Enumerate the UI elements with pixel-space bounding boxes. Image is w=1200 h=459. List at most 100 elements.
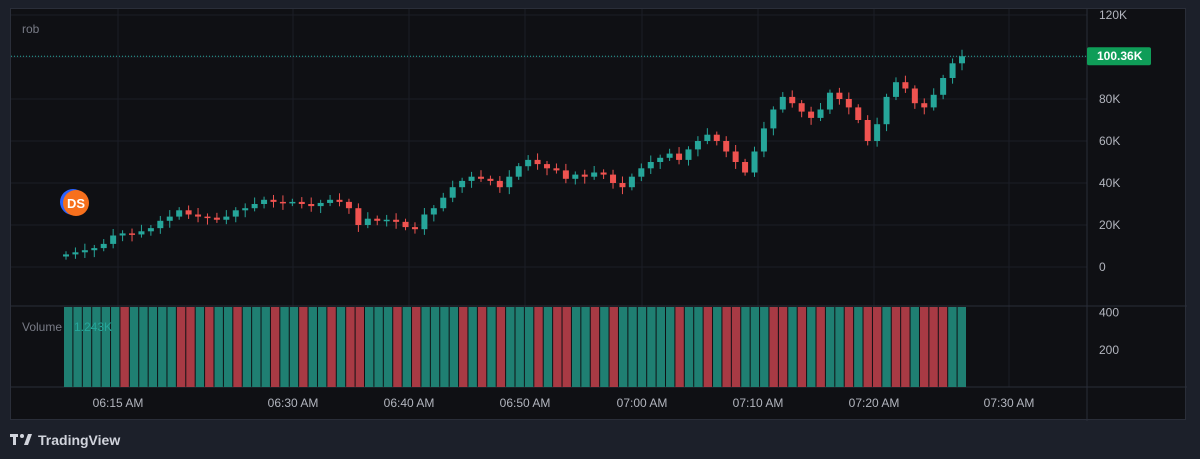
candle bbox=[204, 213, 211, 225]
volume-label: Volume bbox=[22, 320, 62, 334]
volume-bar bbox=[336, 307, 346, 387]
candle bbox=[581, 169, 588, 184]
candle bbox=[261, 196, 268, 209]
volume-bar bbox=[581, 307, 590, 387]
volume-series bbox=[64, 307, 966, 387]
volume-bar bbox=[891, 307, 901, 387]
candle bbox=[440, 192, 447, 212]
volume-bar bbox=[760, 307, 769, 387]
volume-bar bbox=[186, 307, 195, 387]
volume-bar bbox=[901, 307, 910, 387]
time-tick-label: 07:00 AM bbox=[617, 396, 668, 410]
candle bbox=[562, 163, 569, 184]
candle bbox=[798, 100, 805, 118]
candle bbox=[836, 87, 843, 105]
candle bbox=[336, 193, 343, 207]
candle bbox=[940, 74, 947, 100]
candle bbox=[308, 197, 315, 212]
volume-bar bbox=[750, 307, 760, 387]
volume-bar bbox=[713, 307, 722, 387]
volume-bar bbox=[346, 307, 355, 387]
candle bbox=[449, 180, 456, 203]
volume-tick-label: 400 bbox=[1099, 306, 1119, 320]
volume-bar bbox=[148, 307, 158, 387]
candle bbox=[676, 147, 683, 165]
candle bbox=[600, 169, 607, 180]
candle bbox=[591, 165, 598, 180]
volume-axis[interactable]: 400 200 bbox=[1099, 306, 1119, 357]
volume-bar bbox=[703, 307, 713, 387]
volume-bar bbox=[129, 307, 139, 387]
volume-bar bbox=[158, 307, 167, 387]
volume-bar bbox=[957, 307, 966, 387]
candle bbox=[808, 106, 815, 125]
volume-bar bbox=[910, 307, 919, 387]
candle bbox=[628, 173, 635, 191]
price-tick-label: 40K bbox=[1099, 176, 1120, 190]
volume-bar bbox=[590, 307, 600, 387]
volume-bar bbox=[308, 307, 317, 387]
tradingview-logo-icon bbox=[10, 434, 32, 445]
volume-bar bbox=[618, 307, 628, 387]
volume-bar bbox=[656, 307, 665, 387]
candle bbox=[544, 160, 551, 176]
volume-bar bbox=[637, 307, 647, 387]
volume-bar bbox=[675, 307, 684, 387]
volume-bar bbox=[797, 307, 807, 387]
volume-bar bbox=[788, 307, 797, 387]
candle bbox=[638, 163, 645, 182]
volume-bar bbox=[101, 307, 111, 387]
candle bbox=[317, 199, 324, 214]
volume-bar bbox=[731, 307, 741, 387]
time-axis[interactable]: 06:15 AM 06:30 AM 06:40 AM 06:50 AM 07:00 AM… bbox=[93, 396, 1035, 410]
volume-bar bbox=[299, 307, 308, 387]
volume-bar bbox=[524, 307, 534, 387]
candle bbox=[279, 195, 286, 210]
candle bbox=[723, 136, 730, 158]
volume-bar bbox=[562, 307, 571, 387]
candle bbox=[817, 102, 824, 122]
ds-marker[interactable]: DS bbox=[60, 189, 89, 216]
volume-bar bbox=[825, 307, 835, 387]
volume-bar bbox=[872, 307, 882, 387]
candle bbox=[176, 207, 183, 220]
candle bbox=[72, 247, 79, 259]
candle bbox=[694, 136, 701, 157]
marker-text: DS bbox=[67, 196, 85, 211]
volume-bar bbox=[205, 307, 214, 387]
candle bbox=[770, 106, 777, 136]
volume-bar bbox=[844, 307, 854, 387]
volume-bar bbox=[477, 307, 487, 387]
candle bbox=[195, 207, 202, 223]
volume-bar bbox=[487, 307, 496, 387]
candle bbox=[270, 194, 277, 208]
candle bbox=[864, 115, 871, 146]
volume-bar bbox=[553, 307, 562, 387]
time-tick-label: 06:30 AM bbox=[268, 396, 319, 410]
candle bbox=[855, 104, 862, 124]
volume-bar bbox=[280, 307, 289, 387]
candle bbox=[185, 205, 192, 219]
candle bbox=[100, 239, 107, 252]
tradingview-brand[interactable]: TradingView bbox=[38, 432, 121, 448]
volume-bar bbox=[506, 307, 515, 387]
volume-bar bbox=[628, 307, 637, 387]
volume-bar bbox=[647, 307, 656, 387]
footer: TradingView bbox=[10, 430, 120, 450]
candle bbox=[921, 98, 928, 115]
candle bbox=[138, 224, 145, 238]
volume-bar bbox=[534, 307, 543, 387]
candle bbox=[789, 90, 796, 108]
symbol-label[interactable]: rob bbox=[22, 22, 40, 36]
last-price-tag[interactable]: 100.36K bbox=[1087, 47, 1151, 66]
candle bbox=[232, 207, 239, 223]
candle bbox=[81, 243, 88, 258]
volume-bar bbox=[139, 307, 148, 387]
volume-bar bbox=[722, 307, 731, 387]
volume-bar bbox=[459, 307, 468, 387]
volume-bar bbox=[111, 307, 120, 387]
volume-bar bbox=[242, 307, 252, 387]
volume-bar bbox=[412, 307, 421, 387]
